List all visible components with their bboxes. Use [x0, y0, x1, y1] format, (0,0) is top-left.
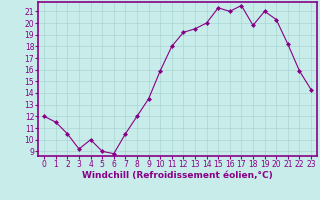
X-axis label: Windchill (Refroidissement éolien,°C): Windchill (Refroidissement éolien,°C) [82, 171, 273, 180]
